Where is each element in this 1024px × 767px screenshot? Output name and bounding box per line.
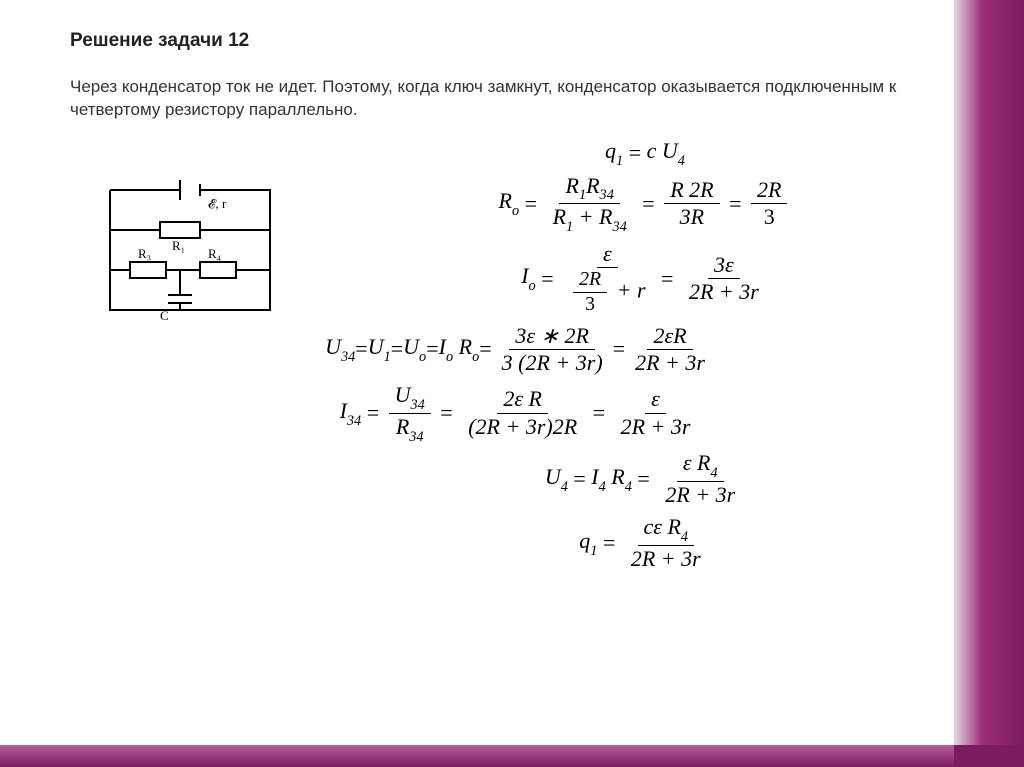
equation-4: U34 = U1 = Uo = Io Ro = 3ε ∗ 2R 3 (2R + … xyxy=(90,323,950,377)
bottom-gradient xyxy=(0,745,1024,767)
equation-5: I34 = U34 R34 = 2ε R (2R + 3r)2R = ε xyxy=(90,382,950,444)
equation-7: q1 = cε R4 2R + 3r xyxy=(340,514,950,572)
corner-gradient xyxy=(954,745,1024,767)
slide: Решение задачи 12 Через конденсатор ток … xyxy=(0,0,1024,767)
equation-6: U4 = I4 R4 = ε R4 2R + 3r xyxy=(340,450,950,508)
equation-1: q1 = c U4 xyxy=(340,140,950,167)
side-gradient xyxy=(954,0,1024,767)
circuit-diagram: 𝓔, r R₁ R₃ R₄ C xyxy=(90,170,290,330)
circuit-r4-label: R₄ xyxy=(208,246,222,261)
circuit-c-label: C xyxy=(160,308,169,323)
circuit-r1-label: R₁ xyxy=(172,238,185,253)
equation-3: Io = ε 2R 3 + r = 3ε xyxy=(340,241,950,317)
circuit-r3-label: R₃ xyxy=(138,246,151,261)
content-area: Решение задачи 12 Через конденсатор ток … xyxy=(70,30,950,578)
equation-2: Ro = R1R34 R1 + R34 = R 2R 3R = 2R 3 xyxy=(340,173,950,235)
page-title: Решение задачи 12 xyxy=(70,30,950,52)
circuit-source-label: 𝓔, r xyxy=(208,196,227,211)
equations-block: q1 = c U4 Ro = R1R34 R1 + R34 = R 2R xyxy=(340,140,950,572)
math-area: 𝓔, r R₁ R₃ R₄ C q1 = c U4 Ro = xyxy=(70,140,950,572)
intro-paragraph: Через конденсатор ток не идет. Поэтому, … xyxy=(70,76,950,122)
